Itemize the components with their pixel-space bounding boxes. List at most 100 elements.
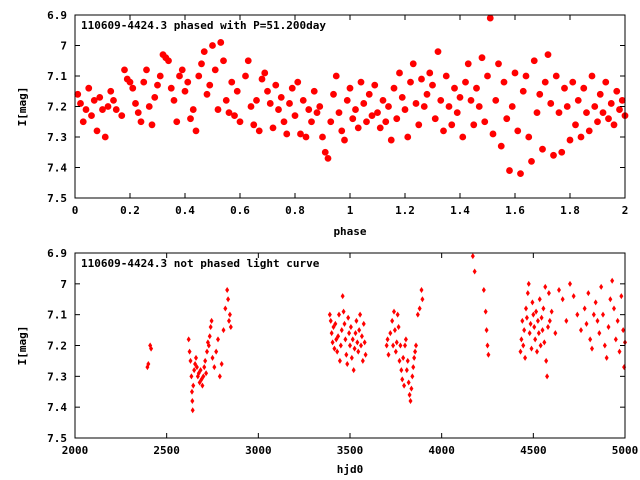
- phased-data-point: [566, 136, 574, 144]
- unphased-y-tick-label: 7.1: [47, 309, 67, 322]
- phased-data-point: [396, 69, 403, 77]
- unphased-data-point: [221, 327, 226, 334]
- unphased-data-point: [582, 305, 587, 312]
- unphased-data-point: [532, 324, 537, 330]
- phased-data-point: [77, 100, 84, 107]
- phased-data-point: [456, 93, 464, 101]
- unphased-ticks: 2000 2500 3000 3500 4000 4500 5000 6.9 7 7.1 7.2 7.…: [47, 247, 638, 457]
- phased-data-point: [448, 121, 456, 129]
- unphased-data-point: [335, 348, 340, 355]
- phased-data-point: [151, 93, 159, 101]
- unphased-data-point: [484, 327, 489, 334]
- phased-data-point: [110, 97, 117, 104]
- phased-data-point: [550, 151, 557, 159]
- unphased-data-point: [557, 287, 561, 293]
- unphased-data-point: [146, 361, 151, 367]
- unphased-data-point: [415, 311, 420, 318]
- phased-data-point: [363, 118, 370, 126]
- phased-data-point: [187, 115, 194, 123]
- phased-data-point: [409, 60, 417, 68]
- phased-data-point: [473, 84, 480, 92]
- phased-data-point: [242, 72, 249, 80]
- unphased-data-point: [531, 311, 536, 318]
- unphased-data-point: [395, 311, 400, 318]
- unphased-data-point: [417, 305, 422, 312]
- unphased-data-point: [571, 293, 576, 300]
- phased-data-point: [475, 103, 483, 110]
- unphased-data-point: [483, 308, 488, 315]
- unphased-data-point: [198, 367, 203, 374]
- phased-data-point: [280, 118, 288, 126]
- unphased-data-point: [525, 290, 530, 297]
- phased-x-tick-label: 2: [622, 204, 629, 217]
- unphased-data-point: [403, 336, 408, 343]
- unphased-x-tick-label: 4000: [428, 444, 455, 457]
- unphased-data-point: [341, 308, 346, 315]
- phased-data-point: [555, 109, 563, 116]
- phased-data-point: [484, 72, 491, 80]
- unphased-data-point: [356, 348, 361, 355]
- unphased-data-point: [619, 293, 624, 300]
- unphased-data-point: [227, 311, 232, 318]
- phased-data-point: [327, 118, 335, 126]
- unphased-data-point: [187, 348, 192, 355]
- unphased-data-point: [414, 342, 418, 349]
- phased-y-tick-label: 7.5: [47, 192, 67, 205]
- phased-data-point: [121, 66, 128, 74]
- unphased-data-point: [337, 357, 342, 364]
- phased-panel: 0 0.2 0.4 0.6 0.8 1 1.2 1.4 1.6 1.8 2 6.9 7 7.1 7.2 7.3…: [16, 9, 629, 238]
- unphased-data-point: [621, 327, 626, 334]
- unphased-data-point: [401, 354, 406, 361]
- unphased-data-point: [612, 305, 616, 312]
- phased-data-point: [547, 100, 555, 107]
- unphased-data-point: [209, 317, 214, 324]
- phased-data-point: [393, 115, 401, 123]
- unphased-data-point: [544, 357, 549, 364]
- phased-ticks: 0 0.2 0.4 0.6 0.8 1 1.2 1.4 1.6 1.8 2 6.9 7 7.1 7.2 7.3…: [47, 9, 628, 217]
- unphased-data-point: [529, 345, 534, 352]
- unphased-data-point: [606, 324, 611, 330]
- phased-data-point: [462, 78, 469, 86]
- unphased-data-point: [337, 311, 341, 318]
- unphased-data-point: [360, 357, 365, 364]
- unphased-data-point: [336, 333, 341, 340]
- unphased-data-point: [396, 324, 401, 330]
- phased-data-point: [112, 106, 120, 113]
- phased-data-point: [93, 127, 101, 135]
- phased-data-point: [580, 84, 588, 92]
- phased-data-point: [206, 81, 214, 89]
- unphased-data-point: [333, 320, 338, 327]
- phased-data-point: [154, 81, 161, 89]
- unphased-data-point: [543, 283, 548, 290]
- unphased-data-point: [345, 361, 350, 367]
- phased-data-point: [299, 97, 307, 104]
- phased-data-point: [451, 84, 458, 92]
- phased-data-point: [588, 72, 596, 80]
- phased-data-point: [277, 93, 285, 101]
- phased-data-point: [305, 106, 313, 113]
- unphased-data-point: [400, 376, 405, 383]
- phased-data-point: [605, 115, 612, 123]
- unphased-data-point: [357, 327, 362, 334]
- phased-data-point: [181, 87, 189, 95]
- phased-x-tick-label: 0.6: [230, 204, 250, 217]
- phased-data-point: [525, 133, 533, 141]
- phased-data-point: [140, 78, 148, 86]
- phased-data-point: [374, 109, 381, 116]
- unphased-data-point: [332, 345, 337, 352]
- unphased-data-point: [343, 336, 348, 343]
- unphased-data-point: [595, 317, 600, 324]
- unphased-data-point: [352, 345, 357, 352]
- unphased-data-point: [338, 342, 343, 349]
- phased-data-point: [497, 142, 505, 150]
- phased-data-point: [253, 97, 260, 104]
- phased-data-point: [561, 84, 568, 92]
- unphased-y-axis-label: I[mag]: [16, 326, 29, 366]
- phased-data-point: [401, 106, 409, 113]
- unphased-data-point: [348, 342, 352, 349]
- phased-data-point: [90, 97, 98, 104]
- unphased-data-point: [207, 333, 212, 340]
- unphased-points: [145, 253, 627, 414]
- phased-data-point: [310, 87, 318, 95]
- unphased-data-point: [350, 336, 355, 343]
